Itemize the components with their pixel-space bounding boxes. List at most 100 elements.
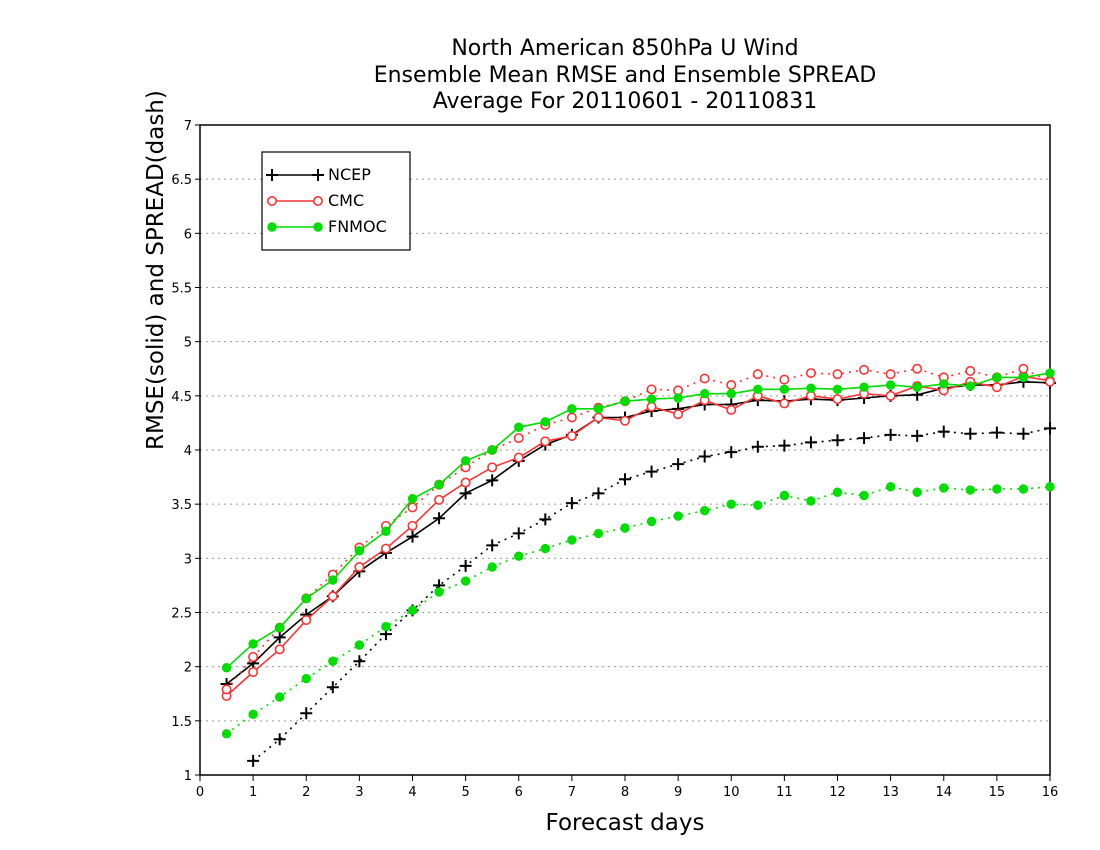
series-line	[225, 367, 1051, 690]
data-point	[221, 663, 232, 673]
y-tick-label: 6	[184, 227, 192, 242]
legend-marker	[312, 196, 323, 207]
data-point	[460, 456, 471, 466]
data-point	[248, 709, 258, 720]
data-point	[381, 526, 391, 536]
y-tick-label: 3.5	[171, 498, 192, 513]
data-point	[1018, 363, 1029, 374]
data-point	[672, 458, 685, 471]
y-axis-label: RMSE(solid) and SPREAD(dash)	[143, 90, 169, 450]
data-point	[514, 422, 524, 432]
data-point	[460, 477, 471, 488]
data-point	[805, 368, 816, 379]
data-point	[353, 655, 366, 668]
data-point	[407, 605, 418, 616]
data-point	[247, 754, 260, 767]
x-tick-label: 4	[408, 785, 416, 800]
data-point	[806, 383, 816, 393]
data-point	[434, 479, 444, 490]
data-point	[778, 439, 791, 452]
data-point	[779, 374, 790, 385]
series-group	[221, 368, 1055, 673]
legend-marker	[266, 169, 278, 181]
data-point	[274, 644, 285, 655]
legend-marker	[312, 169, 324, 181]
data-point	[964, 427, 977, 440]
data-point	[751, 440, 764, 453]
data-point	[459, 559, 472, 572]
data-point	[620, 523, 630, 533]
data-point	[567, 535, 577, 545]
data-point	[885, 380, 896, 390]
data-point	[221, 684, 232, 695]
data-point	[433, 512, 446, 525]
data-point	[567, 404, 577, 414]
data-point	[992, 372, 1002, 383]
data-point	[859, 490, 869, 501]
data-point	[779, 384, 790, 395]
data-point	[726, 388, 736, 399]
data-point	[1044, 422, 1056, 435]
data-point	[328, 575, 338, 585]
data-point	[859, 364, 870, 375]
data-point	[354, 561, 365, 572]
x-tick-label: 12	[829, 785, 846, 800]
y-tick-label: 1	[184, 769, 192, 784]
data-point	[673, 409, 684, 420]
data-point	[1045, 368, 1055, 378]
data-point	[592, 487, 605, 500]
data-point	[486, 539, 499, 552]
data-point	[939, 483, 949, 493]
y-tick-label: 2.5	[171, 607, 192, 622]
data-point	[646, 384, 657, 395]
data-point	[939, 379, 949, 389]
y-tick-label: 4.5	[171, 390, 192, 405]
x-tick-label: 11	[776, 785, 793, 800]
data-point	[619, 473, 631, 486]
data-point	[566, 430, 577, 441]
data-point	[540, 543, 551, 554]
data-point	[698, 450, 711, 463]
data-point	[512, 527, 525, 540]
data-point	[540, 436, 551, 447]
data-point	[699, 505, 710, 516]
data-point	[407, 520, 418, 531]
x-tick-label: 16	[1042, 785, 1059, 800]
x-tick-label: 10	[723, 785, 740, 800]
series-line	[226, 375, 1051, 697]
y-tick-label: 5	[184, 336, 192, 351]
data-point	[726, 499, 736, 509]
data-point	[965, 485, 976, 495]
chart-title-line-2: Ensemble Mean RMSE and Ensemble SPREAD	[373, 63, 877, 88]
x-tick-label: 1	[249, 785, 257, 800]
x-axis-label: Forecast days	[545, 810, 705, 836]
data-point	[460, 576, 471, 586]
data-point	[646, 394, 657, 404]
y-tick-label: 5.5	[171, 282, 192, 297]
x-tick-label: 5	[461, 785, 469, 800]
data-point	[566, 412, 577, 423]
series-line	[252, 427, 1051, 762]
data-point	[221, 729, 232, 739]
data-point	[513, 452, 524, 463]
data-point	[540, 417, 551, 427]
data-point	[407, 494, 418, 504]
x-tick-label: 8	[621, 785, 629, 800]
data-point	[779, 490, 790, 501]
data-point	[300, 707, 313, 720]
data-point	[487, 445, 497, 455]
data-point	[514, 551, 524, 561]
data-point	[620, 396, 630, 406]
data-point	[965, 381, 976, 391]
data-point	[459, 487, 472, 500]
data-point	[407, 502, 418, 513]
data-point	[539, 513, 552, 526]
x-tick-label: 14	[935, 785, 952, 800]
data-point	[937, 425, 950, 438]
y-tick-label: 7	[184, 119, 192, 134]
data-point	[832, 487, 843, 497]
y-tick-label: 6.5	[171, 173, 192, 188]
data-point	[274, 622, 285, 633]
data-point	[301, 615, 312, 626]
